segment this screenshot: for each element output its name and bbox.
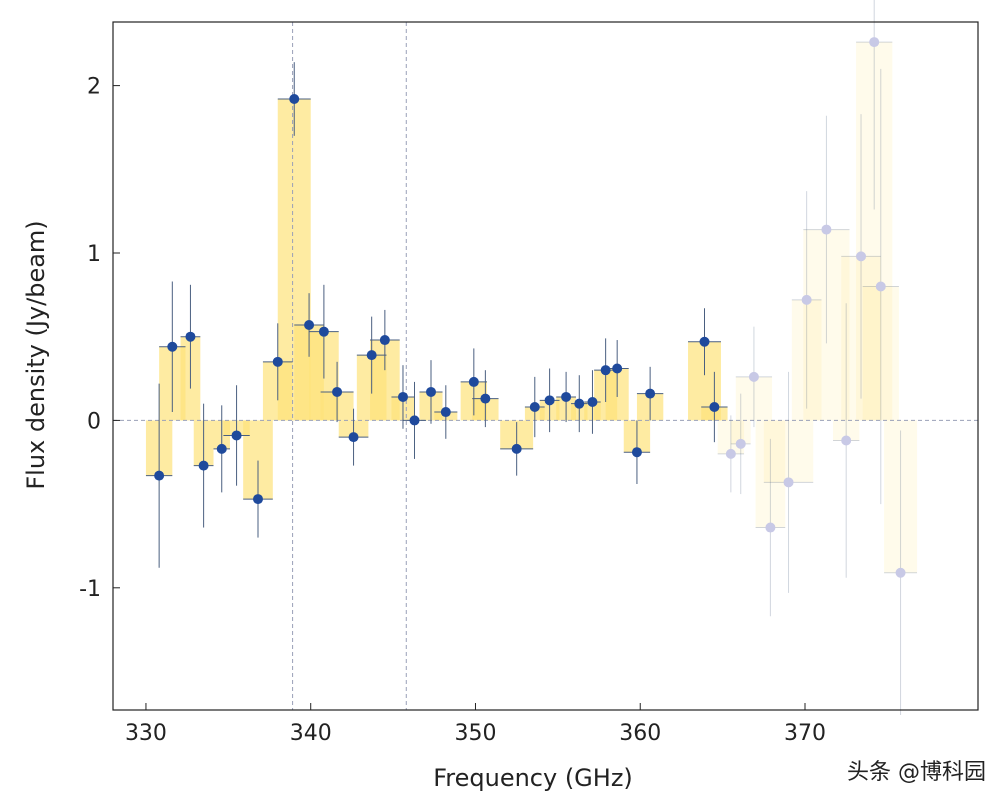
- data-point: [841, 435, 852, 446]
- flux-bar: [755, 420, 786, 528]
- data-point: [348, 432, 359, 443]
- x-tick-label: 360: [619, 721, 661, 746]
- data-point: [216, 443, 227, 454]
- x-tick-label: 340: [290, 721, 332, 746]
- flux-bar: [803, 229, 850, 421]
- x-tick-label: 370: [784, 721, 826, 746]
- data-point: [725, 448, 736, 459]
- data-point: [480, 393, 491, 404]
- data-point: [154, 470, 165, 481]
- x-tick-label: 350: [454, 721, 496, 746]
- data-point: [544, 395, 555, 406]
- data-point: [765, 522, 776, 533]
- flux-bar: [735, 376, 773, 421]
- data-point: [198, 460, 209, 471]
- flux-bar: [730, 420, 751, 444]
- data-point: [856, 251, 867, 262]
- data-point: [185, 331, 196, 342]
- data-point: [289, 94, 300, 105]
- data-point: [869, 37, 880, 48]
- data-point: [600, 365, 611, 376]
- data-point: [612, 363, 623, 374]
- data-point: [783, 477, 794, 488]
- flux-bar: [862, 286, 899, 421]
- data-point: [587, 396, 598, 407]
- data-point: [895, 567, 906, 578]
- data-point: [366, 350, 377, 361]
- flux-bar: [791, 299, 822, 421]
- data-point: [272, 356, 283, 367]
- data-point: [709, 402, 720, 413]
- flux-bar: [763, 420, 814, 483]
- data-point: [379, 335, 390, 346]
- data-point: [318, 326, 329, 337]
- data-point: [574, 398, 585, 409]
- data-point: [748, 371, 759, 382]
- data-point: [511, 443, 522, 454]
- data-point: [821, 224, 832, 235]
- flux-bar: [884, 420, 918, 573]
- data-point: [735, 438, 746, 449]
- data-point: [167, 341, 178, 352]
- flux-bar: [841, 256, 881, 421]
- data-point: [468, 376, 479, 387]
- data-point: [529, 402, 540, 413]
- data-point: [631, 447, 642, 458]
- x-tick-label: 330: [125, 721, 167, 746]
- data-point: [252, 494, 263, 505]
- data-point: [425, 386, 436, 397]
- x-axis-label: Frequency (GHz): [433, 764, 633, 792]
- data-point: [304, 319, 315, 330]
- data-point: [699, 336, 710, 347]
- flux-bar: [833, 420, 860, 441]
- data-point: [875, 281, 886, 292]
- data-point: [409, 415, 420, 426]
- y-tick-label: 0: [87, 409, 101, 434]
- data-point: [645, 388, 656, 399]
- y-axis-label: Flux density (Jy/beam): [22, 220, 50, 489]
- flux-bar: [856, 42, 893, 421]
- y-tick-label: -1: [79, 577, 101, 602]
- y-tick-label: 2: [87, 75, 101, 100]
- data-point: [561, 391, 572, 402]
- plot-frame: [112, 21, 979, 711]
- y-tick-label: 1: [87, 242, 101, 267]
- watermark: 头条 @博科园: [847, 760, 986, 785]
- data-point: [801, 294, 812, 305]
- data-point: [231, 430, 242, 441]
- data-point: [397, 391, 408, 402]
- data-point: [440, 407, 451, 418]
- data-point: [332, 386, 343, 397]
